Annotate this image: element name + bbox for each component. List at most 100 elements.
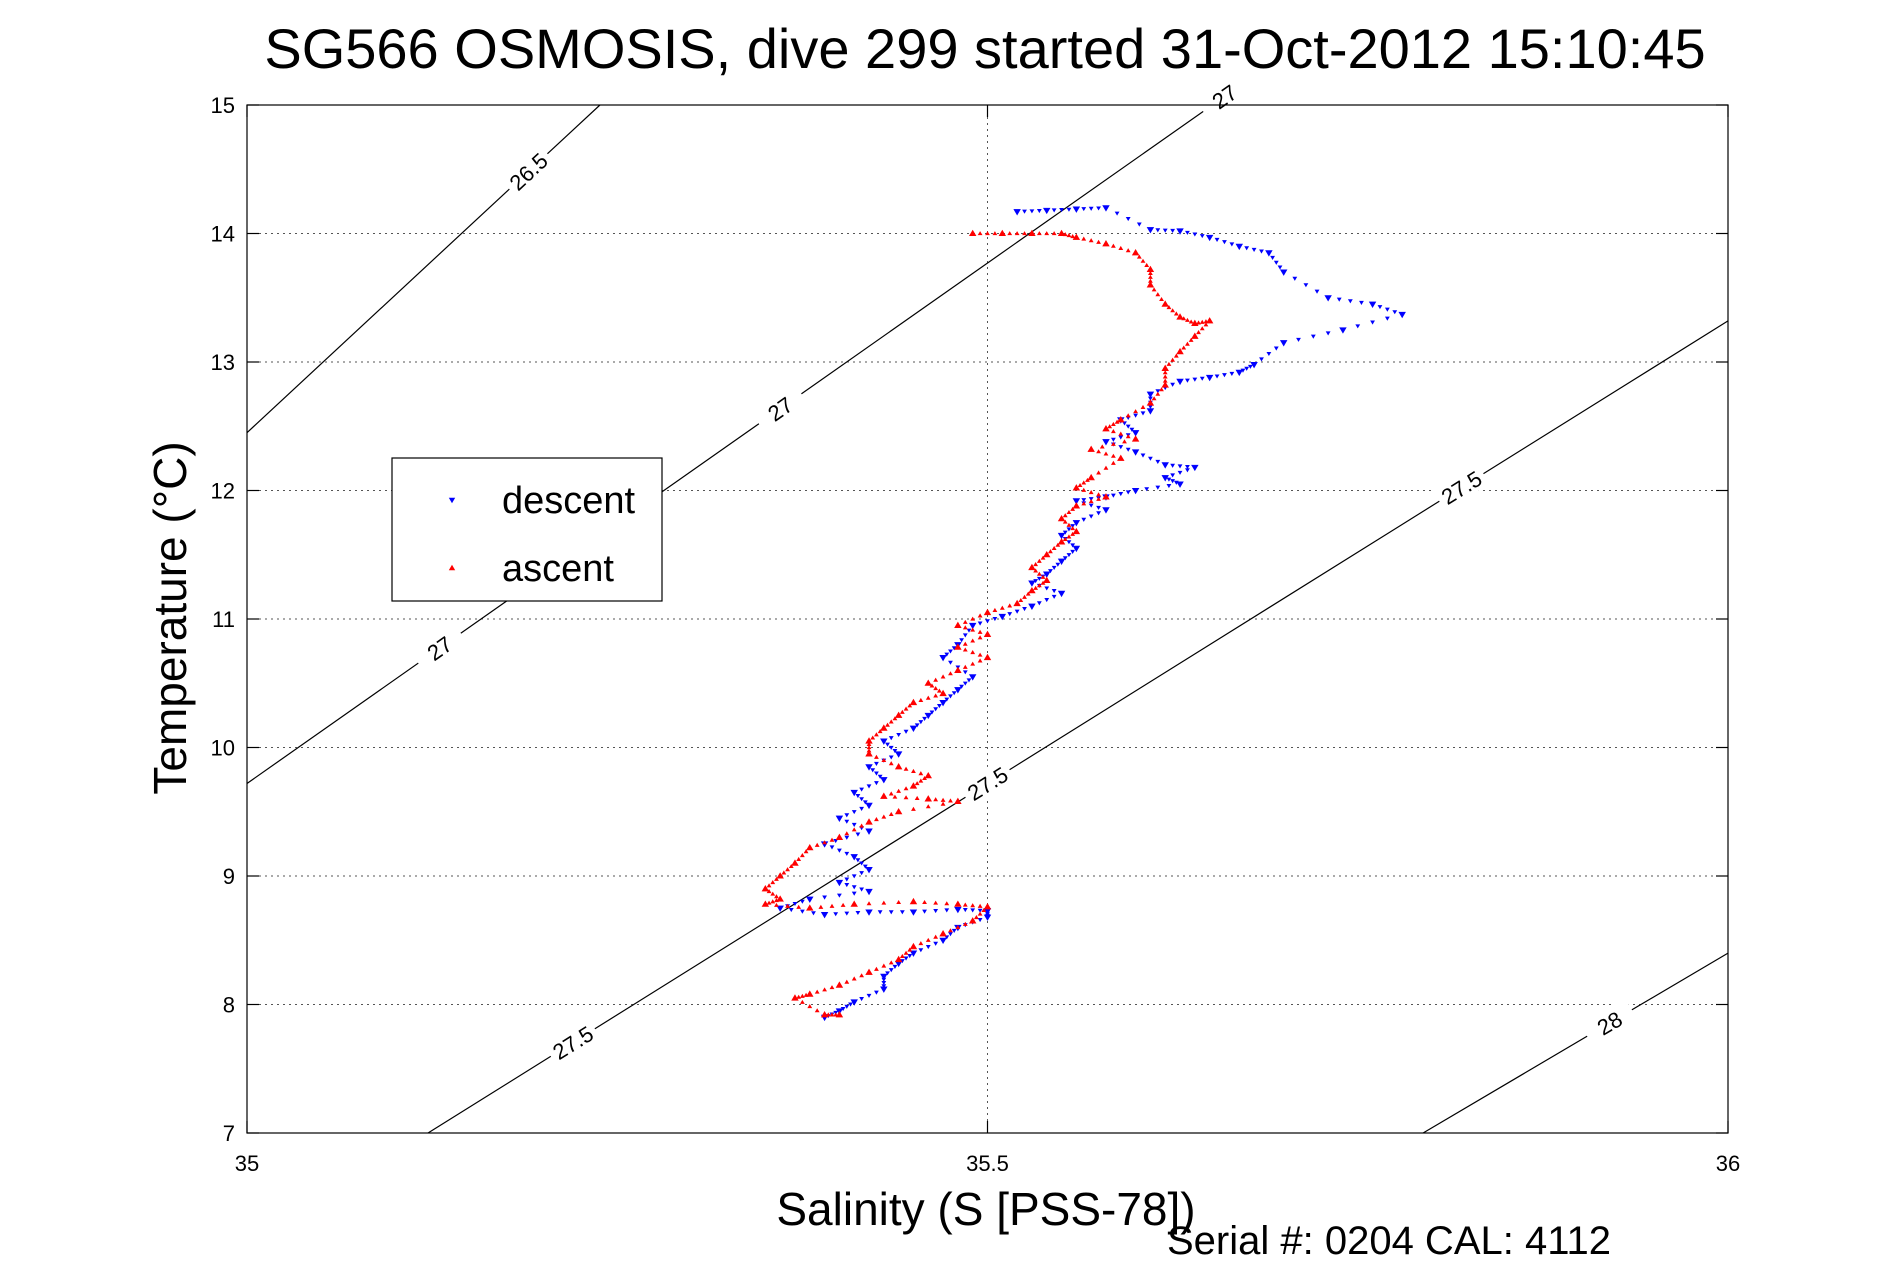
data-point-descent: [933, 707, 939, 712]
data-point-descent: [1266, 351, 1272, 357]
data-point-descent: [1205, 374, 1214, 382]
data-point-descent: [1339, 327, 1347, 334]
data-point-ascent: [829, 1012, 835, 1017]
data-point-descent: [1176, 481, 1184, 488]
data-point-descent: [985, 619, 990, 624]
data-point-descent: [1066, 527, 1072, 532]
data-point-ascent: [859, 973, 865, 978]
data-point-ascent: [1028, 229, 1036, 237]
data-point-descent: [903, 729, 909, 734]
data-point-ascent: [1087, 445, 1095, 452]
data-point-ascent: [977, 613, 983, 618]
data-point-descent: [1192, 377, 1198, 382]
data-point-ascent: [1102, 239, 1110, 247]
data-point-descent: [844, 877, 850, 882]
data-point-descent: [880, 777, 888, 784]
data-point-ascent: [962, 619, 968, 624]
data-point-descent: [918, 720, 924, 725]
data-point-descent: [1114, 211, 1120, 216]
data-point-ascent: [933, 693, 939, 698]
data-point-descent: [939, 937, 947, 945]
data-point-descent: [1377, 305, 1383, 310]
data-point-ascent: [1057, 229, 1066, 237]
data-point-ascent: [1162, 374, 1168, 379]
data-point-descent: [1185, 465, 1190, 470]
data-point-descent: [806, 896, 814, 903]
data-point-ascent: [940, 797, 946, 802]
data-point-ascent: [1070, 233, 1076, 239]
data-point-descent: [933, 909, 939, 914]
data-point-ascent: [766, 883, 772, 888]
data-point-descent: [1062, 556, 1068, 561]
data-point-descent: [1155, 459, 1161, 464]
data-point-descent: [909, 950, 918, 957]
data-point-ascent: [822, 840, 827, 845]
data-point-descent: [859, 997, 865, 1002]
data-point-ascent: [880, 792, 888, 799]
data-point-ascent: [1040, 580, 1046, 585]
data-point-descent: [888, 910, 894, 915]
data-point-ascent: [899, 709, 905, 714]
data-point-ascent: [781, 870, 787, 875]
data-point-descent: [1166, 484, 1172, 489]
data-point-descent: [1088, 206, 1094, 211]
data-point-ascent: [1072, 527, 1081, 535]
data-point-descent: [1051, 589, 1057, 594]
data-point-descent: [948, 932, 953, 937]
data-point-ascent: [1185, 317, 1190, 322]
data-point-descent: [1265, 250, 1273, 257]
data-point-descent: [909, 725, 918, 733]
data-point-ascent: [1036, 558, 1042, 563]
data-point-descent: [799, 909, 805, 914]
data-point-descent: [948, 694, 953, 699]
data-point-descent: [1133, 413, 1138, 418]
contour-label-bg: [1580, 997, 1639, 1047]
data-point-ascent: [909, 942, 918, 950]
data-point-ascent: [761, 885, 770, 892]
data-point-ascent: [977, 652, 983, 657]
data-point-ascent: [1013, 599, 1021, 607]
data-point-descent: [970, 908, 976, 913]
data-point-ascent: [1170, 308, 1176, 313]
data-point-descent: [1303, 283, 1309, 288]
data-point-descent: [1122, 421, 1127, 426]
data-point-descent: [844, 813, 850, 818]
data-point-descent: [1033, 579, 1039, 584]
data-point-ascent: [814, 1008, 820, 1013]
data-point-descent: [907, 953, 913, 959]
data-point-ascent: [936, 688, 942, 693]
contour-label-bg: [1195, 70, 1253, 122]
data-point-descent: [1177, 464, 1183, 469]
data-point-ascent: [903, 786, 909, 791]
data-point-descent: [855, 858, 861, 863]
data-point-ascent: [970, 627, 976, 632]
data-point-ascent: [909, 897, 918, 905]
data-point-descent: [1081, 517, 1087, 522]
x-tick-label: 35.5: [966, 1151, 1009, 1176]
data-point-descent: [850, 854, 858, 861]
data-point-descent: [1146, 408, 1155, 415]
data-point-descent: [1066, 553, 1072, 558]
data-point-ascent: [977, 635, 983, 640]
data-point-ascent: [907, 703, 913, 708]
data-point-descent: [1022, 209, 1027, 214]
data-point-ascent: [1070, 506, 1076, 511]
data-point-descent: [894, 751, 903, 758]
data-point-ascent: [1161, 364, 1169, 371]
data-point-ascent: [1077, 482, 1083, 488]
data-point-ascent: [1103, 465, 1109, 470]
data-point-descent: [1185, 378, 1190, 383]
data-point-ascent: [766, 889, 772, 894]
data-point-ascent: [962, 664, 968, 669]
data-point-descent: [851, 874, 857, 879]
data-point-descent: [944, 935, 950, 940]
data-point-ascent: [1066, 233, 1072, 238]
y-tick-label: 12: [211, 479, 235, 504]
data-point-ascent: [1036, 571, 1042, 576]
data-point-descent: [1161, 462, 1169, 469]
data-point-ascent: [888, 960, 894, 965]
data-point-ascent: [1107, 424, 1113, 429]
data-point-ascent: [799, 993, 805, 998]
data-point-descent: [877, 910, 883, 915]
